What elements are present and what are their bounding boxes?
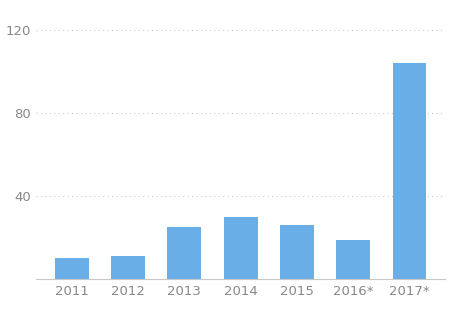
Bar [280,225,314,279]
Bar [393,63,426,279]
Bar [55,258,89,279]
Bar [336,240,370,279]
Bar [224,217,257,279]
Bar [168,227,201,279]
Bar [111,256,145,279]
